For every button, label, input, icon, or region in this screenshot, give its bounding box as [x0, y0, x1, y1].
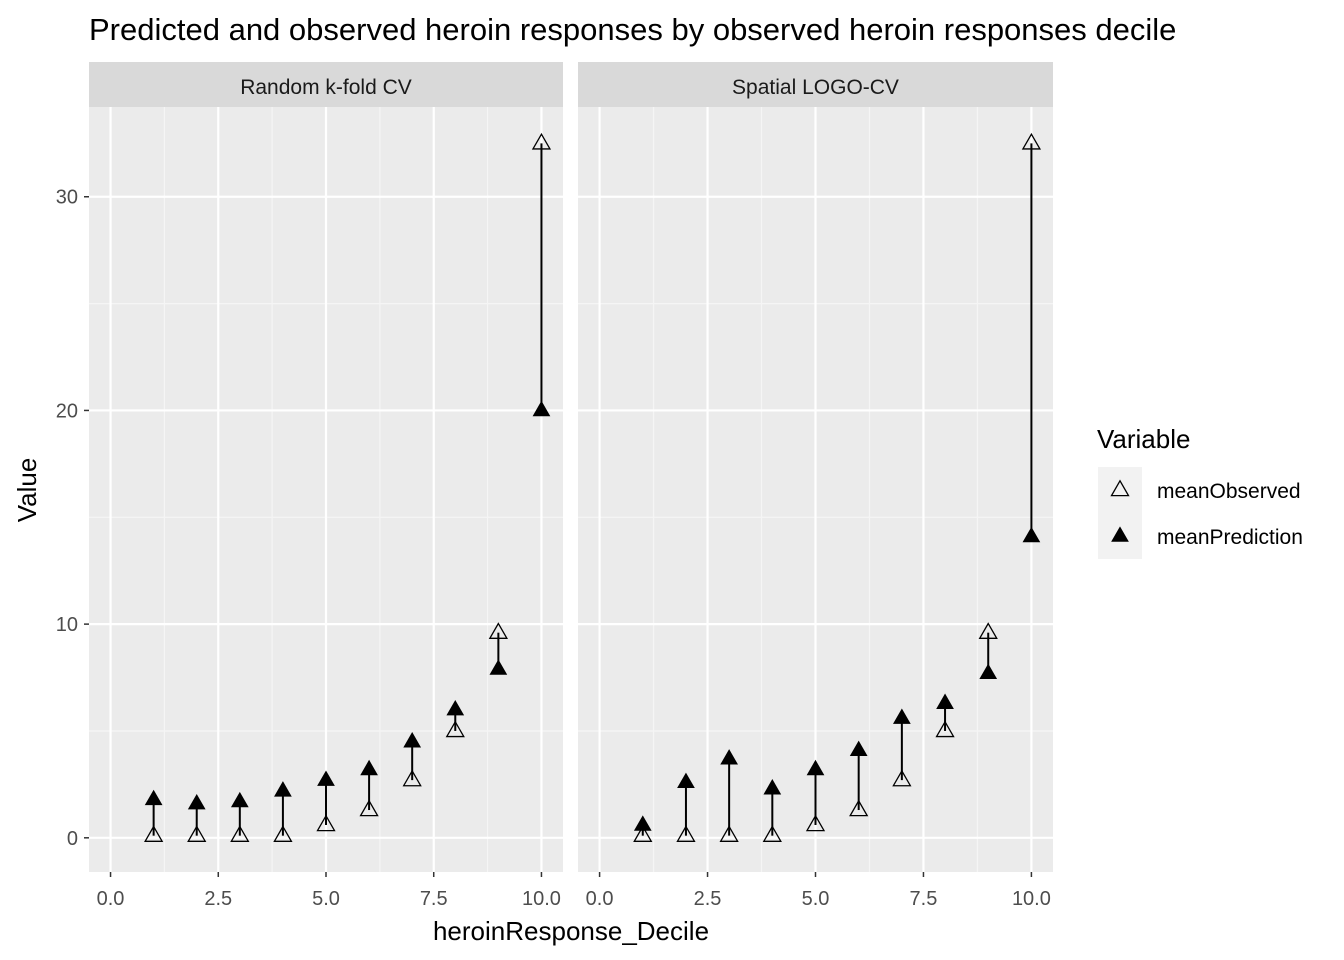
point-meanPrediction [633, 815, 652, 831]
point-meanObserved [144, 825, 164, 842]
legend-marker-filled-triangle [1111, 526, 1129, 542]
point-meanObserved [187, 825, 207, 842]
x-tick-label: 5.0 [312, 888, 340, 910]
y-tick-label: 10 [56, 614, 78, 636]
facet-strip-label: Spatial LOGO-CV [732, 76, 899, 99]
facet-strip-label: Random k-fold CV [240, 76, 412, 99]
point-meanPrediction [274, 781, 292, 797]
point-meanObserved [805, 814, 826, 832]
y-tick-label: 0 [67, 828, 78, 850]
legend-key [1098, 467, 1142, 513]
legend-items: meanObserved meanPrediction [1098, 467, 1303, 559]
panels: Random k-fold CV 0.0 2.5 5.0 7.5 10.0 0 10 20 30 S… [56, 62, 1053, 910]
x-tick-label: 10.0 [522, 888, 561, 910]
point-meanObserved [531, 132, 552, 150]
legend-label: meanPrediction [1157, 526, 1303, 549]
point-meanPrediction [849, 740, 868, 756]
x-tick-label: 10.0 [1012, 888, 1051, 910]
point-meanPrediction [936, 693, 954, 709]
panel-1: Random k-fold CV 0.0 2.5 5.0 7.5 10.0 0 10 20 30 [56, 62, 563, 910]
point-meanPrediction [446, 699, 465, 716]
legend-label: meanObserved [1157, 480, 1301, 503]
point-meanPrediction [532, 400, 551, 417]
point-meanPrediction [230, 791, 249, 808]
facet-strip [89, 62, 563, 107]
point-meanPrediction [187, 793, 206, 810]
point-meanPrediction [763, 779, 782, 795]
facet-strip [578, 62, 1053, 107]
point-meanPrediction [892, 708, 911, 724]
point-meanPrediction [979, 663, 998, 680]
point-meanPrediction [144, 789, 163, 806]
point-meanPrediction [806, 759, 825, 776]
point-meanObserved [1021, 132, 1042, 150]
point-meanPrediction [360, 759, 378, 776]
point-meanObserved [676, 825, 696, 842]
point-meanObserved [230, 825, 250, 842]
point-meanPrediction [1022, 526, 1041, 543]
y-axis-title: Value [12, 458, 42, 523]
point-meanObserved [273, 825, 293, 842]
point-meanPrediction [489, 659, 508, 675]
x-tick-label: 0.0 [586, 888, 614, 910]
x-tick-label: 7.5 [420, 888, 448, 910]
legend-title: Variable [1097, 424, 1190, 454]
point-meanObserved [359, 799, 379, 817]
point-meanPrediction [677, 772, 695, 789]
legend-marker-open-triangle [1110, 479, 1130, 497]
panel-2: Spatial LOGO-CV 0.0 2.5 5.0 7.5 10.0 [578, 62, 1053, 910]
x-tick-label: 5.0 [802, 888, 830, 910]
point-meanObserved [719, 825, 739, 842]
point-meanObserved [892, 769, 912, 787]
point-meanObserved [402, 769, 422, 787]
y-tick-label: 20 [56, 400, 78, 422]
point-meanObserved [316, 814, 336, 832]
point-meanPrediction [720, 749, 739, 765]
x-tick-label: 0.0 [97, 888, 125, 910]
x-tick-label: 2.5 [204, 888, 232, 910]
point-meanPrediction [403, 732, 422, 748]
x-tick-label: 7.5 [910, 888, 938, 910]
point-meanObserved [633, 825, 653, 842]
point-meanObserved [762, 825, 782, 842]
legend: Variable meanObserved meanPrediction [1097, 424, 1303, 559]
point-meanObserved [488, 622, 508, 639]
y-tick-label: 30 [56, 187, 78, 209]
x-axis-title: heroinResponse_Decile [433, 916, 709, 946]
point-meanObserved [849, 799, 869, 817]
x-tick-label: 2.5 [694, 888, 722, 910]
point-meanObserved [978, 622, 998, 639]
point-meanObserved [445, 720, 465, 738]
point-meanPrediction [317, 770, 335, 786]
chart-title: Predicted and observed heroin responses … [89, 12, 1176, 47]
point-meanObserved [935, 720, 955, 738]
